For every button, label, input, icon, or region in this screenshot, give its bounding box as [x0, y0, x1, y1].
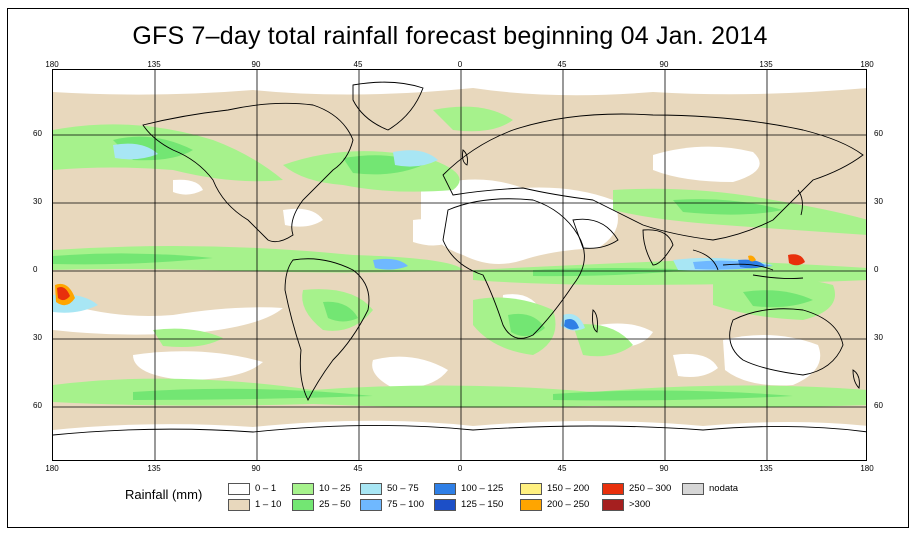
lat-tick-right-4: 60 — [874, 401, 883, 410]
legend-label-75-100: 75 – 100 — [387, 499, 424, 510]
legend-swatch-1-10 — [228, 499, 250, 511]
graticule — [53, 70, 866, 460]
lon-tick-top-4: 0 — [457, 60, 463, 69]
legend-swatch-150-200 — [520, 483, 542, 495]
legend-label-10-25: 10 – 25 — [319, 483, 351, 494]
lon-tick-bottom-5: 45 — [557, 464, 567, 473]
lon-tick-top-7: 135 — [759, 60, 773, 69]
lat-tick-right-0: 60 — [874, 129, 883, 138]
lat-tick-right-2: 0 — [874, 265, 879, 274]
lat-tick-right-3: 30 — [874, 333, 883, 342]
legend-swatch-0-1 — [228, 483, 250, 495]
lon-tick-top-3: 45 — [353, 60, 363, 69]
legend-swatch-over-300 — [602, 499, 624, 511]
lat-tick-left-0: 60 — [33, 129, 42, 138]
legend-swatch-50-75 — [360, 483, 382, 495]
rainfall-map — [52, 69, 867, 461]
lon-tick-top-1: 135 — [147, 60, 161, 69]
legend-swatch-200-250 — [520, 499, 542, 511]
legend-label-150-200: 150 – 200 — [547, 483, 590, 494]
lat-tick-left-1: 30 — [33, 197, 42, 206]
lon-tick-top-6: 90 — [659, 60, 669, 69]
legend-label-250-300: 250 – 300 — [629, 483, 672, 494]
lon-tick-bottom-6: 90 — [659, 464, 669, 473]
lon-tick-top-5: 45 — [557, 60, 567, 69]
legend-label-nodata: nodata — [709, 483, 739, 494]
legend-title: Rainfall (mm) — [125, 487, 203, 502]
legend-label-50-75: 50 – 75 — [387, 483, 419, 494]
legend-swatch-nodata — [682, 483, 704, 495]
coastlines — [53, 81, 866, 436]
legend-swatch-250-300 — [602, 483, 624, 495]
lon-tick-top-2: 90 — [251, 60, 261, 69]
legend-label-25-50: 25 – 50 — [319, 499, 351, 510]
lon-tick-bottom-7: 135 — [759, 464, 773, 473]
lon-tick-bottom-3: 45 — [353, 464, 363, 473]
map-canvas — [53, 70, 866, 460]
lat-tick-left-3: 30 — [33, 333, 42, 342]
lon-tick-bottom-0: 180 — [45, 464, 59, 473]
lon-tick-top-8: 180 — [860, 60, 874, 69]
rain-75-150 — [373, 258, 773, 330]
legend-swatch-25-50 — [292, 499, 314, 511]
lon-tick-bottom-8: 180 — [860, 464, 874, 473]
legend-label-125-150: 125 – 150 — [461, 499, 504, 510]
lat-tick-left-4: 60 — [33, 401, 42, 410]
lon-tick-top-0: 180 — [45, 60, 59, 69]
legend-swatch-10-25 — [292, 483, 314, 495]
rain-heavy — [55, 254, 805, 306]
legend-label-0-1: 0 – 1 — [255, 483, 277, 494]
legend-label-1-10: 1 – 10 — [255, 499, 282, 510]
legend-swatch-125-150 — [434, 499, 456, 511]
legend-swatch-100-125 — [434, 483, 456, 495]
figure-frame — [7, 8, 909, 528]
lon-tick-bottom-1: 135 — [147, 464, 161, 473]
lon-tick-bottom-2: 90 — [251, 464, 261, 473]
legend-label-200-250: 200 – 250 — [547, 499, 590, 510]
legend-label-100-125: 100 – 125 — [461, 483, 504, 494]
legend-swatch-75-100 — [360, 499, 382, 511]
lat-tick-right-1: 30 — [874, 197, 883, 206]
legend-label-over-300: >300 — [629, 499, 651, 510]
map-title: GFS 7–day total rainfall forecast beginn… — [132, 22, 768, 50]
lat-tick-left-2: 0 — [33, 265, 38, 274]
rain-25-50 — [53, 136, 813, 401]
lon-tick-bottom-4: 0 — [457, 464, 463, 473]
